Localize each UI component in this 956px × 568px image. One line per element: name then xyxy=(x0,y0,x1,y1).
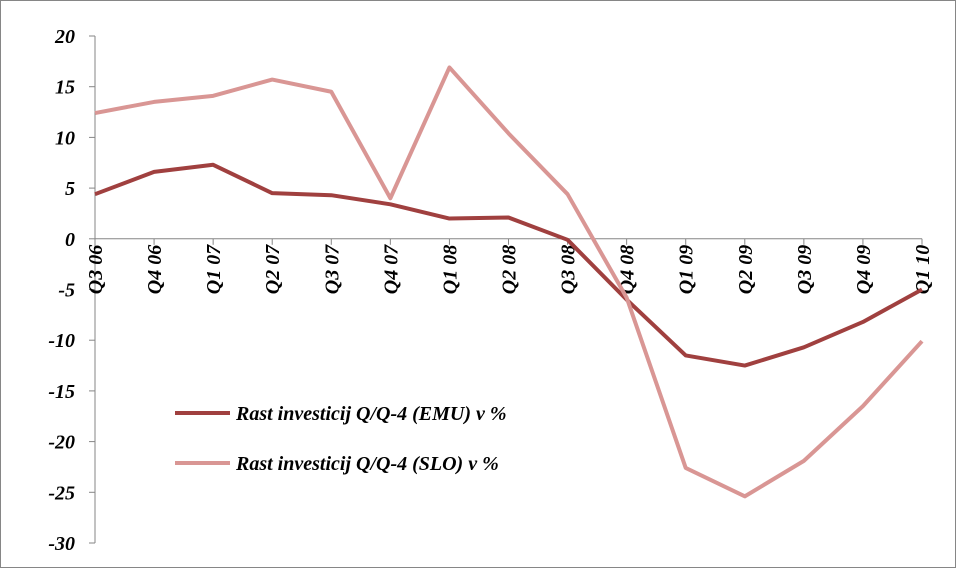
x-tick-label: Q2 07 xyxy=(262,244,284,294)
x-tick-label: Q2 08 xyxy=(499,245,521,294)
y-tick-label: 5 xyxy=(65,178,75,200)
x-tick-label: Q1 07 xyxy=(203,244,225,294)
series-line xyxy=(94,65,924,499)
x-tick-label: Q3 06 xyxy=(85,245,107,294)
y-tick-label: 15 xyxy=(55,77,75,99)
x-tick-label: Q4 08 xyxy=(617,245,639,294)
x-tick-label: Q1 10 xyxy=(912,245,934,294)
x-tick-label: Q4 06 xyxy=(144,245,166,294)
y-tick-label: -5 xyxy=(58,280,75,302)
x-tick-label: Q3 07 xyxy=(321,244,343,294)
y-tick-label: 10 xyxy=(55,127,75,149)
x-tick-label: Q4 07 xyxy=(380,244,402,294)
y-tick-label: -15 xyxy=(48,381,75,403)
y-tick-label: -25 xyxy=(48,482,75,504)
legend-label: Rast investicij Q/Q-4 (EMU) v % xyxy=(235,403,507,425)
y-tick-label: 0 xyxy=(65,229,75,251)
x-tick-label: Q3 09 xyxy=(794,245,816,294)
y-tick-label: -20 xyxy=(48,432,75,454)
x-tick-label: Q4 09 xyxy=(853,245,875,294)
x-tick-label: Q1 09 xyxy=(676,245,698,294)
series-line xyxy=(94,162,923,368)
legend-label: Rast investicij Q/Q-4 (SLO) v % xyxy=(235,453,499,475)
x-tick-label: Q3 08 xyxy=(558,245,580,294)
y-tick-label: -10 xyxy=(48,330,75,352)
x-tick-label: Q2 09 xyxy=(735,245,757,294)
x-tick-label: Q1 08 xyxy=(439,245,461,294)
y-tick-label: 20 xyxy=(54,26,75,48)
y-tick-label: -30 xyxy=(48,533,75,555)
